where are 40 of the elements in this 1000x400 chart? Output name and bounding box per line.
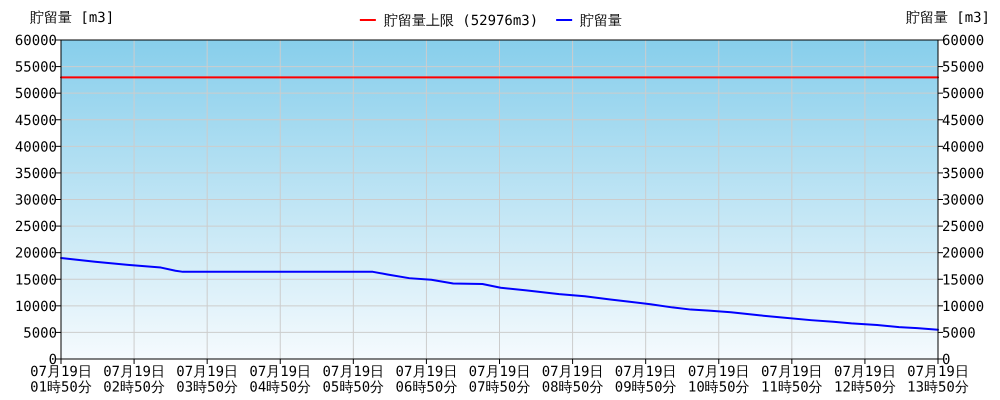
- y-tick-label: 50000: [14, 86, 57, 102]
- y2-tick-label: 60000: [942, 33, 984, 49]
- x-tick-label: 07月19日 08時50分: [542, 364, 604, 396]
- y2-tick-label: 15000: [942, 272, 984, 288]
- legend-label: 貯留量: [580, 13, 622, 29]
- y-tick-label: 40000: [14, 139, 57, 156]
- y-tick-label: 20000: [14, 246, 57, 262]
- y-tick-label: 10000: [14, 298, 57, 315]
- x-tick-label: 07月19日 07時50分: [468, 364, 530, 396]
- y-tick-label: 30000: [14, 192, 57, 208]
- y2-tick-label: 35000: [942, 166, 984, 182]
- y2-tick-label: 10000: [942, 298, 984, 315]
- x-tick-label: 07月19日 02時50分: [103, 364, 165, 396]
- y2-tick-label: 20000: [942, 246, 984, 262]
- y2-tick-label: 30000: [942, 192, 984, 208]
- y2-tick-label: 45000: [942, 112, 984, 129]
- y-tick-label: 5000: [23, 325, 57, 342]
- x-tick-label: 07月19日 05時50分: [322, 364, 384, 396]
- y2-tick-label: 55000: [942, 60, 984, 76]
- y-tick-label: 55000: [14, 60, 57, 76]
- x-tick-label: 07月19日 10時50分: [688, 364, 750, 396]
- y2-tick-label: 40000: [942, 139, 984, 156]
- y-tick-label: 35000: [14, 166, 57, 182]
- x-tick-label: 07月19日 13時50分: [907, 364, 969, 396]
- x-tick-label: 07月19日 06時50分: [396, 364, 458, 396]
- x-tick-label: 07月19日 12時50分: [834, 364, 896, 396]
- y2-tick-label: 25000: [942, 219, 984, 236]
- x-tick-label: 07月19日 03時50分: [176, 364, 238, 396]
- legend-label: 貯留量上限 (52976m3): [384, 13, 538, 29]
- y-tick-label: 25000: [14, 219, 57, 236]
- y2-tick-label: 5000: [942, 325, 976, 342]
- x-tick-label: 07月19日 04時50分: [249, 364, 312, 396]
- y-tick-label: 15000: [14, 272, 57, 288]
- y-axis-title: 貯留量 [m3]: [30, 10, 114, 26]
- x-tick-label: 07月19日 09時50分: [614, 364, 677, 396]
- y-tick-label: 60000: [14, 33, 57, 49]
- y-tick-label: 45000: [14, 112, 57, 129]
- y2-tick-label: 50000: [942, 86, 984, 102]
- x-tick-label: 07月19日 11時50分: [760, 364, 823, 396]
- y2-axis-title: 貯留量 [m3]: [906, 10, 990, 26]
